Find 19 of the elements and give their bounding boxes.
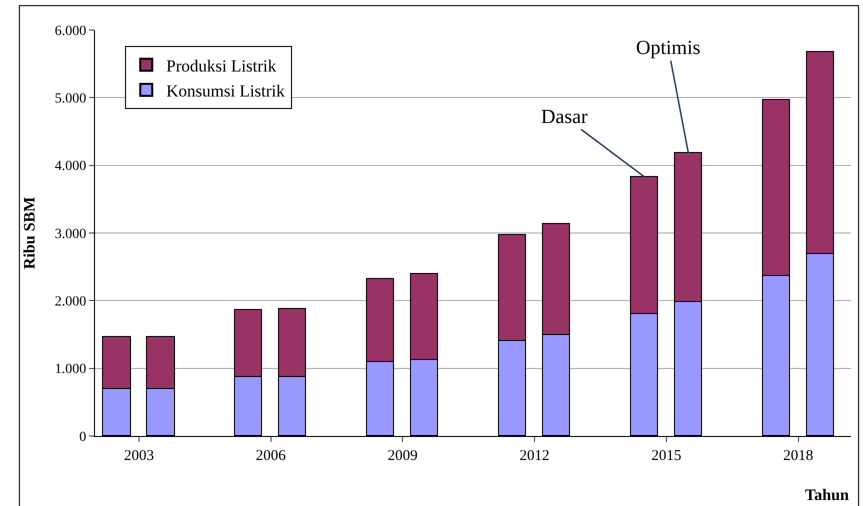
x-tick-label: 2003 xyxy=(124,448,154,464)
x-tick-label: 2009 xyxy=(388,448,418,464)
y-axis-title: Ribu SBM xyxy=(22,196,39,270)
x-tick-label: 2018 xyxy=(783,448,814,464)
y-tick-label: 6.000 xyxy=(54,24,86,39)
x-tick-label: 2015 xyxy=(651,448,682,464)
x-tick-label: 2006 xyxy=(256,448,286,464)
x-tick-label: 2012 xyxy=(520,448,550,464)
y-tick-label: 4.000 xyxy=(54,159,86,174)
y-tick-label: 3.000 xyxy=(54,226,86,242)
y-tick-label: 2.000 xyxy=(54,294,86,310)
y-tick-label: 5.000 xyxy=(54,92,86,107)
legend-label: Produksi Listrik xyxy=(166,56,277,76)
annotation: Optimis xyxy=(636,37,701,59)
annotation: Dasar xyxy=(541,106,588,128)
y-tick-label: 1.000 xyxy=(54,362,86,378)
x-axis-title: Tahun xyxy=(805,487,849,504)
y-tick-label: 0 xyxy=(79,430,86,445)
legend-label: Konsumsi Listrik xyxy=(166,82,286,101)
